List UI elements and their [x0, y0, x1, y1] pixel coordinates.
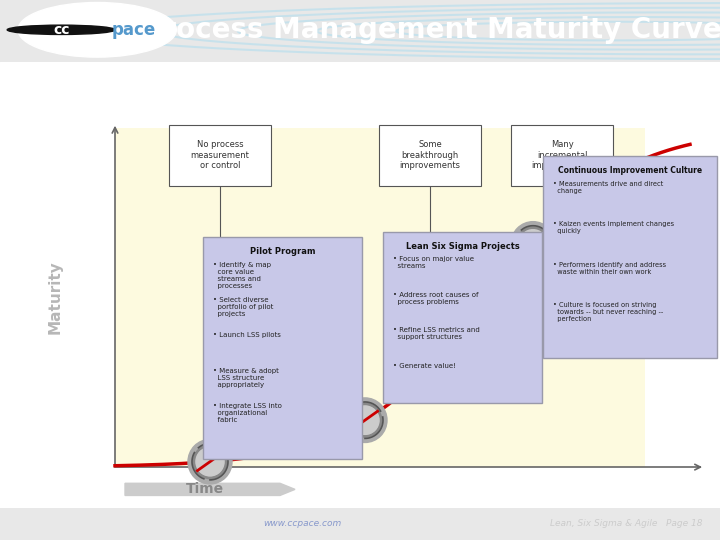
Text: No process
measurement
or control: No process measurement or control — [191, 140, 249, 170]
Circle shape — [519, 230, 547, 258]
Text: Maturity: Maturity — [48, 261, 63, 334]
FancyArrow shape — [125, 483, 295, 496]
Text: • Kaizen events implement changes
  quickly: • Kaizen events implement changes quickl… — [553, 221, 674, 234]
Circle shape — [196, 448, 224, 476]
Text: www.ccpace.com: www.ccpace.com — [264, 519, 341, 528]
Ellipse shape — [18, 3, 176, 57]
FancyBboxPatch shape — [169, 125, 271, 186]
Text: cc: cc — [53, 23, 69, 37]
Text: • Address root causes of
  process problems: • Address root causes of process problem… — [393, 292, 479, 305]
FancyBboxPatch shape — [203, 237, 362, 459]
FancyBboxPatch shape — [511, 125, 613, 186]
FancyBboxPatch shape — [379, 125, 481, 186]
Text: • Launch LSS pilots: • Launch LSS pilots — [213, 333, 281, 339]
Circle shape — [351, 406, 379, 434]
Text: • Refine LSS metrics and
  support structures: • Refine LSS metrics and support structu… — [393, 327, 480, 340]
Text: pace: pace — [112, 21, 156, 39]
Text: • Measure & adopt
  LSS structure
  appropriately: • Measure & adopt LSS structure appropri… — [213, 368, 279, 388]
Text: Lean, Six Sigma & Agile   Page 18: Lean, Six Sigma & Agile Page 18 — [550, 519, 703, 528]
Circle shape — [7, 25, 115, 35]
Text: • Performers identify and address
  waste within their own work: • Performers identify and address waste … — [553, 261, 666, 274]
Bar — [115, 128, 645, 467]
Circle shape — [343, 398, 387, 442]
Circle shape — [188, 440, 232, 484]
Text: Process Management Maturity Curve: Process Management Maturity Curve — [142, 16, 720, 44]
Text: • Generate value!: • Generate value! — [393, 363, 456, 369]
Text: Many
incremental
improvements: Many incremental improvements — [531, 140, 593, 170]
FancyBboxPatch shape — [383, 232, 542, 403]
Text: Time: Time — [186, 482, 224, 496]
Text: Pilot Program: Pilot Program — [250, 247, 315, 256]
Text: • Focus on major value
  streams: • Focus on major value streams — [393, 256, 474, 269]
FancyBboxPatch shape — [543, 156, 717, 357]
Text: • Measurements drive and direct
  change: • Measurements drive and direct change — [553, 180, 663, 193]
Text: Some
breakthrough
improvements: Some breakthrough improvements — [400, 140, 461, 170]
Text: Continuous Improvement Culture: Continuous Improvement Culture — [558, 166, 702, 176]
Text: Lean Six Sigma Projects: Lean Six Sigma Projects — [405, 242, 519, 251]
Text: • Integrate LSS into
  organizational
  fabric: • Integrate LSS into organizational fabr… — [213, 403, 282, 423]
Text: • Identify & map
  core value
  streams and
  processes: • Identify & map core value streams and … — [213, 261, 271, 288]
Circle shape — [511, 221, 555, 266]
Text: • Select diverse
  portfolio of pilot
  projects: • Select diverse portfolio of pilot proj… — [213, 297, 274, 317]
Text: • Culture is focused on striving
  towards -- but never reaching --
  perfection: • Culture is focused on striving towards… — [553, 302, 663, 322]
